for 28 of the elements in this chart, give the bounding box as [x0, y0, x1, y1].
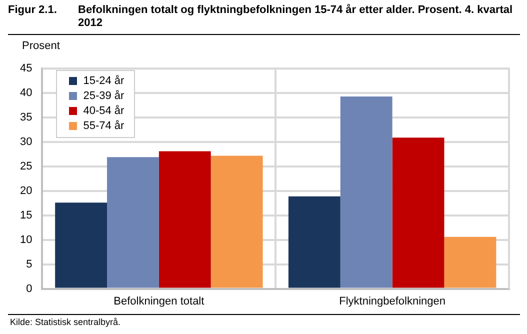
bar: [210, 156, 263, 288]
y-tick-label: 10: [20, 234, 32, 246]
x-tick-label: Befolkningen totalt: [114, 295, 204, 308]
legend-label: 15-24 år: [82, 74, 124, 89]
text: Kilde: Statistisk sentralbyrå.: [10, 317, 121, 327]
y-axis-title: Prosent: [22, 40, 60, 52]
bar: [444, 236, 496, 288]
bar: [340, 96, 392, 288]
bar: [55, 202, 107, 288]
x-tick-label: Flyktningbefolkningen: [339, 295, 446, 308]
y-tick-label: 20: [20, 184, 32, 197]
chart-subtitle: Befolkningen totalt og flyktningbefolkningen 15-74 år etter alder. Prosent. 4. kvartal 2012: [78, 4, 514, 30]
bar: [107, 157, 159, 288]
y-tick-label: 0: [26, 282, 32, 295]
legend-label: 40-54 år: [82, 104, 124, 119]
y-tick-label: 40: [20, 87, 32, 100]
y-tick-label: 35: [20, 112, 32, 124]
bar: [392, 138, 444, 288]
bar: [288, 196, 340, 288]
legend-label: 25-39 år: [82, 89, 124, 104]
y-tick-label: 30: [20, 136, 32, 148]
chart-title: Figur 2.1.: [8, 4, 58, 18]
y-tick-label: 15: [20, 209, 32, 222]
y-tick-label: 25: [20, 160, 32, 172]
legend-label: 55-74 år: [82, 119, 124, 134]
bar: [158, 151, 211, 288]
y-tick-label: 5: [26, 258, 32, 270]
y-tick-label: 45: [20, 62, 32, 75]
